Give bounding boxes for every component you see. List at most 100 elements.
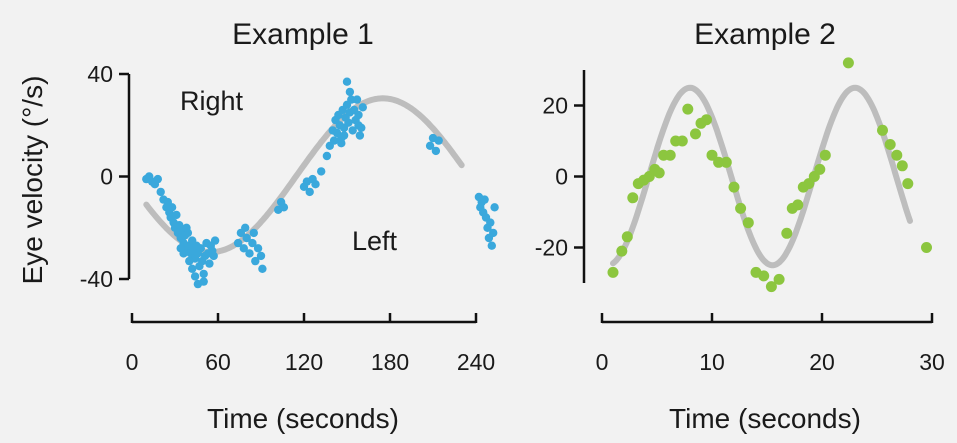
data-point bbox=[425, 141, 435, 150]
data-point bbox=[185, 256, 194, 266]
example-1-chart: Example 1 -40 0 40 0 60 120 180 240 Right Left… bbox=[80, 18, 499, 434]
example-2-x-ticks: 0 10 20 30 bbox=[596, 313, 945, 375]
y-tick-label: 40 bbox=[87, 61, 113, 87]
data-point bbox=[311, 180, 320, 189]
data-point bbox=[344, 118, 353, 127]
data-point bbox=[773, 273, 785, 285]
example-2-chart: Example 2 -20 0 20 0 10 20 30 Time (seconds) bbox=[535, 18, 945, 434]
data-point bbox=[317, 167, 326, 176]
y-tick-label: 0 bbox=[555, 164, 568, 190]
annotation-left: Left bbox=[352, 226, 398, 256]
data-point bbox=[713, 156, 725, 168]
y-tick-label: -20 bbox=[535, 235, 568, 261]
data-point bbox=[487, 241, 496, 250]
x-tick-label: 240 bbox=[457, 349, 495, 375]
data-point bbox=[210, 236, 220, 245]
data-point bbox=[337, 139, 346, 148]
data-point bbox=[156, 187, 165, 197]
y-tick-label: -40 bbox=[80, 266, 113, 292]
example-1-x-label: Time (seconds) bbox=[207, 403, 399, 434]
data-point bbox=[182, 223, 191, 232]
example-1-points bbox=[142, 77, 499, 289]
data-point bbox=[329, 136, 339, 145]
x-tick-label: 30 bbox=[919, 349, 945, 375]
annotation-right: Right bbox=[180, 86, 244, 116]
data-point bbox=[742, 217, 754, 229]
x-tick-label: 0 bbox=[596, 349, 609, 375]
data-point bbox=[355, 131, 365, 140]
data-point bbox=[720, 156, 732, 168]
data-point bbox=[172, 210, 181, 220]
data-point bbox=[176, 244, 185, 253]
data-point bbox=[682, 103, 694, 115]
x-tick-label: 20 bbox=[809, 349, 835, 375]
data-point bbox=[196, 244, 205, 253]
data-point bbox=[339, 131, 349, 140]
data-point bbox=[352, 95, 362, 104]
data-point bbox=[205, 259, 214, 268]
data-point bbox=[877, 124, 888, 136]
data-point bbox=[199, 269, 208, 279]
example-1-x-ticks: 0 60 120 180 240 bbox=[126, 313, 495, 375]
example-2-fit-curve bbox=[610, 84, 913, 269]
x-tick-label: 10 bbox=[699, 349, 725, 375]
example-2-title: Example 2 bbox=[694, 18, 836, 51]
data-point bbox=[676, 135, 688, 147]
data-point bbox=[342, 77, 352, 86]
data-point bbox=[706, 149, 718, 161]
example-1-y-ticks: -40 0 40 bbox=[80, 61, 129, 292]
data-point bbox=[486, 218, 495, 227]
data-point bbox=[190, 272, 200, 281]
data-point bbox=[279, 203, 289, 212]
data-point bbox=[167, 203, 177, 212]
data-point bbox=[245, 249, 254, 258]
data-point bbox=[819, 149, 831, 161]
data-point bbox=[690, 128, 701, 140]
data-point bbox=[188, 264, 197, 273]
data-point bbox=[842, 57, 854, 69]
data-point bbox=[621, 231, 633, 243]
data-point bbox=[256, 251, 266, 261]
data-point bbox=[891, 149, 903, 161]
data-point bbox=[199, 277, 208, 286]
data-point bbox=[233, 238, 243, 248]
data-point bbox=[781, 227, 793, 239]
x-tick-label: 120 bbox=[285, 349, 323, 375]
x-tick-label: 60 bbox=[205, 349, 231, 375]
data-point bbox=[884, 139, 896, 150]
data-point bbox=[354, 121, 363, 130]
example-2-x-label: Time (seconds) bbox=[669, 403, 861, 434]
data-point bbox=[322, 151, 332, 161]
data-point bbox=[251, 256, 260, 266]
y-tick-label: 0 bbox=[100, 164, 113, 190]
data-point bbox=[242, 233, 251, 243]
data-point bbox=[258, 264, 267, 273]
data-point bbox=[209, 251, 218, 261]
data-point bbox=[153, 174, 162, 184]
data-point bbox=[345, 87, 355, 97]
data-point bbox=[358, 103, 367, 112]
x-tick-label: 180 bbox=[371, 349, 409, 375]
data-point bbox=[434, 136, 443, 145]
data-point bbox=[253, 244, 263, 253]
data-point bbox=[305, 187, 314, 197]
data-point bbox=[765, 281, 777, 293]
data-point bbox=[616, 245, 628, 257]
data-point bbox=[664, 149, 676, 161]
data-point bbox=[758, 270, 770, 282]
example-2-points bbox=[607, 57, 932, 293]
data-point bbox=[902, 178, 914, 190]
y-axis-label: Eye velocity (°/s) bbox=[17, 76, 48, 285]
example-1-title: Example 1 bbox=[232, 18, 374, 51]
data-point bbox=[249, 228, 258, 238]
data-point bbox=[431, 146, 441, 156]
data-point bbox=[792, 199, 804, 211]
data-point bbox=[896, 160, 908, 172]
x-tick-label: 0 bbox=[126, 349, 139, 375]
data-point bbox=[354, 110, 363, 120]
data-point bbox=[239, 244, 248, 253]
example-2-y-ticks: -20 0 20 bbox=[535, 93, 584, 261]
data-point bbox=[490, 203, 499, 212]
data-point bbox=[480, 195, 489, 204]
